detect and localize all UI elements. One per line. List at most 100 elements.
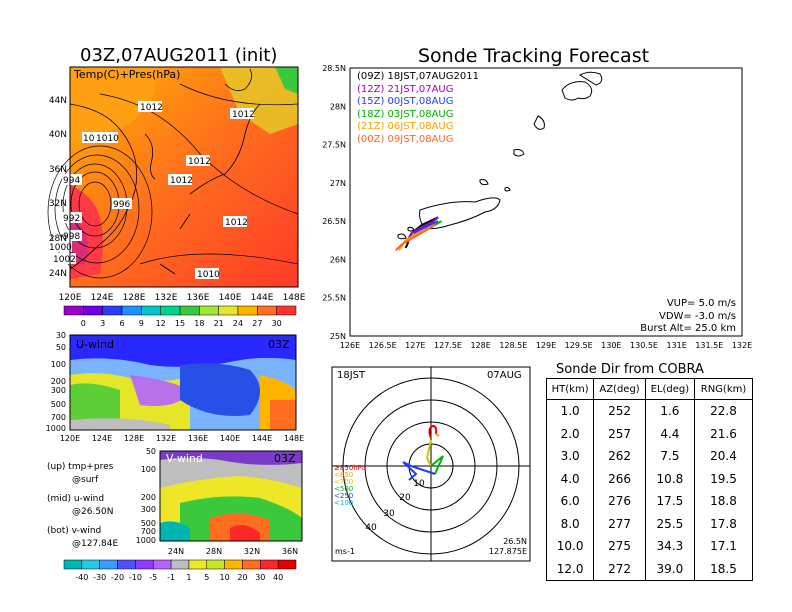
table-row: 8.0 277 25.5 17.8 [545, 512, 753, 535]
track-title: Sonde Tracking Forecast [418, 45, 650, 67]
u-wind-pressure-tick: 200 [51, 377, 66, 386]
isobar-label: 1012 [230, 108, 255, 120]
v-wind-pressure-tick: 700 [141, 527, 156, 536]
wind-colorbar-swatch [188, 559, 208, 570]
u-wind-time: 03Z [268, 338, 290, 351]
map-lat-tick: 24N [49, 269, 67, 279]
track-series-line [395, 224, 436, 251]
sonde-track-map: 28.5N 28N 27.5N 27N 26.5N 26N 25.5N 25N 126E 126… [322, 64, 752, 350]
track-lon-tick: 127E [405, 341, 425, 350]
table-cell: 19.5 [694, 467, 753, 490]
v-wind-time: 03Z [274, 452, 296, 465]
table-cell: 1.0 [545, 399, 595, 423]
table-cell: 21.6 [694, 422, 753, 445]
temp-colorbar-tick: 3 [100, 319, 105, 328]
table-cell: 12.0 [545, 557, 595, 581]
temp-colorbar-swatch [141, 305, 161, 316]
wind-colorbar-swatch [63, 559, 83, 570]
temp-colorbar-swatch [102, 305, 123, 316]
wind-colorbar-swatch [242, 559, 261, 570]
polar-level-legend: <700 [334, 478, 353, 486]
table-cell: 39.0 [644, 557, 696, 581]
wind-colorbar-tick: 1 [186, 573, 191, 582]
track-lat-tick: 25.5N [322, 294, 346, 303]
temp-colorbar-tick: 15 [175, 319, 185, 328]
track-lon-tick: 130E [601, 341, 621, 350]
track-legend-item: (12Z) 21JST,07AUG [357, 83, 454, 95]
track-lon-tick: 130.5E [630, 341, 658, 350]
svg-text:10: 10 [83, 134, 95, 144]
temp-colorbar-tick: 18 [194, 319, 204, 328]
isobar-label: 1002 [52, 253, 76, 265]
v-wind-pressure-tick: 1000 [136, 536, 156, 545]
table-cell: 3.0 [545, 445, 595, 468]
polar-ring-label: 20 [399, 493, 411, 503]
table-cell: 20.4 [694, 445, 753, 468]
temp-colorbar-tick: 6 [119, 319, 124, 328]
polar-level-legend: <100 [334, 499, 353, 507]
temp-colorbar-swatch [257, 305, 277, 316]
wind-colorbar-swatch [277, 559, 297, 570]
wind-colorbar-swatch [152, 559, 172, 570]
temp-colorbar-tick: 24 [233, 319, 243, 328]
wind-colorbar-tick: -40 [75, 573, 88, 582]
map-lat-tick: 44N [49, 96, 67, 106]
wind-colorbar-swatch [81, 559, 100, 570]
temp-colorbar-tick: 21 [214, 319, 224, 328]
table-cell: 1.6 [644, 399, 696, 423]
isobar-label: 992 [62, 212, 82, 224]
wind-colorbar-tick: 10 [220, 573, 230, 582]
isobar-label: 1012 [223, 216, 248, 228]
table-row: 2.0 257 4.4 21.6 [545, 422, 753, 445]
table-cell: 4.4 [644, 422, 696, 445]
polar-time: 18JST [337, 370, 366, 381]
table-cell: 17.5 [644, 490, 696, 513]
table-cell: 262 [593, 445, 646, 468]
table-row: 12.0 272 39.0 18.5 [545, 557, 753, 581]
table-cell: 22.8 [694, 399, 753, 423]
isobar-label: 1000 [48, 241, 72, 253]
wind-colorbar-tick: 5 [204, 573, 209, 582]
u-wind-lon-tick: 148E [284, 434, 304, 443]
isobar-label: 1010 [94, 132, 119, 144]
u-wind-pressure-tick: 500 [51, 400, 66, 409]
wind-colorbar-swatch [170, 559, 190, 570]
polar-ring-label: 10 [413, 479, 425, 489]
svg-text:1012: 1012 [170, 176, 193, 186]
table-row: 6.0 276 17.5 18.8 [545, 490, 753, 513]
table-header: HT(km) [545, 378, 595, 400]
temperature-pressure-map: 1012 1012 1010 10 1012 1012 994 996 992 … [47, 66, 306, 303]
isobar-label: 994 [62, 174, 82, 186]
track-legend-item: (09Z) 18JST,07AUG2011 [357, 71, 479, 82]
track-lon-tick: 126.5E [369, 341, 397, 350]
track-lat-tick: 26N [330, 255, 346, 264]
isobar-label: 1010 [195, 268, 220, 280]
temperature-colorbar: 0 3 6 9 12 15 18 21 24 27 30 [63, 305, 297, 328]
table-cell: 17.1 [694, 535, 753, 558]
wind-colorbar-tick: -1 [167, 573, 175, 582]
isobar-label: 1012 [168, 174, 193, 186]
table-row: 3.0 262 7.5 20.4 [545, 445, 753, 468]
temp-colorbar-tick: 9 [139, 319, 144, 328]
table-cell: 275 [593, 535, 646, 558]
track-lon-tick: 131.5E [695, 341, 723, 350]
track-lon-tick: 131E [667, 341, 687, 350]
vup-value: VUP= 5.0 m/s [666, 298, 736, 309]
note-bot-level: @127.84E [72, 539, 119, 549]
wind-colorbar-tick: -10 [129, 573, 142, 582]
svg-text:1010: 1010 [96, 134, 119, 144]
isobar-label: 1012 [138, 101, 163, 113]
u-wind-label: U-wind [76, 338, 114, 351]
svg-text:994: 994 [63, 176, 80, 186]
svg-text:1012: 1012 [188, 157, 211, 167]
u-wind-pressure-tick: 100 [51, 360, 66, 369]
temp-colorbar-tick: 12 [156, 319, 166, 328]
wind-colorbar-tick: 30 [255, 573, 265, 582]
temp-colorbar-swatch [237, 305, 258, 316]
isobar-label: 996 [112, 198, 132, 210]
svg-text:992: 992 [63, 214, 80, 224]
table-header: AZ(deg) [593, 378, 646, 400]
table-row: 1.0 252 1.6 22.8 [545, 399, 753, 423]
